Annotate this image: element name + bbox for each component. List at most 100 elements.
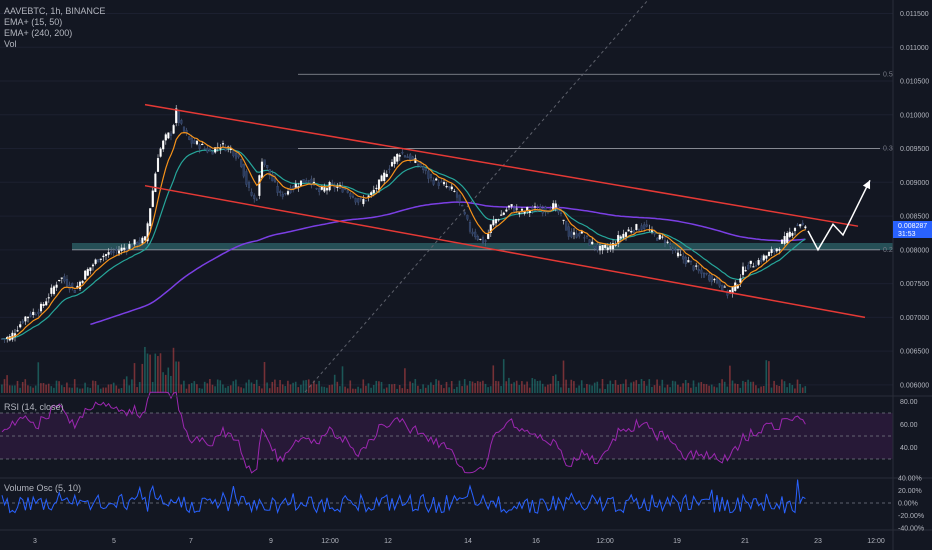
volume-bar — [736, 384, 739, 393]
volume-bar — [47, 383, 50, 393]
candle — [99, 258, 102, 260]
volume-bar — [159, 353, 162, 393]
candle — [489, 224, 492, 234]
volume-osc-title[interactable]: Volume Osc (5, 10) — [4, 483, 82, 493]
volume-bar — [3, 379, 6, 393]
candle — [770, 249, 773, 254]
candle — [312, 181, 316, 183]
candle — [455, 192, 459, 198]
volume-bar — [151, 381, 154, 393]
last-price-tag — [893, 221, 932, 238]
volume-bar — [346, 388, 349, 393]
volume-bar — [196, 384, 198, 393]
ema-fast-legend[interactable]: EMA+ (15, 50) — [4, 17, 63, 27]
time-tick: 12:00 — [596, 538, 614, 545]
candle — [780, 239, 784, 244]
volume-bar — [224, 387, 227, 393]
volume-bar — [544, 386, 547, 393]
candle — [364, 200, 368, 202]
volume-bar — [471, 381, 474, 393]
time-tick: 9 — [269, 538, 273, 545]
candle — [692, 265, 695, 271]
volume-bar — [359, 388, 362, 393]
candle — [788, 231, 791, 237]
volume-bar — [190, 383, 193, 393]
candle — [336, 186, 339, 189]
candle — [606, 247, 609, 250]
volume-bar — [653, 385, 656, 393]
candle — [700, 269, 703, 274]
volume-bar — [432, 385, 435, 393]
volume-bar — [14, 385, 16, 393]
volume-bar — [240, 387, 242, 393]
candle — [554, 203, 557, 208]
candle — [762, 255, 765, 261]
volume-bar — [201, 388, 203, 393]
volume-bar — [484, 383, 487, 393]
volume-bar — [365, 385, 367, 393]
ema-slow-line — [90, 201, 806, 326]
volume-bar — [557, 380, 560, 393]
rsi-title[interactable]: RSI (14, close) — [4, 402, 64, 412]
volume-bar — [125, 376, 128, 393]
symbol-title[interactable]: AAVEBTC, 1h, BINANCE — [4, 6, 106, 16]
volume-bar — [583, 387, 586, 393]
candle — [276, 186, 279, 193]
volume-bar — [531, 378, 534, 393]
volume-bar — [601, 379, 604, 393]
volume-bar — [261, 388, 263, 393]
candle — [572, 232, 576, 235]
candle — [141, 237, 144, 244]
price-axis[interactable]: 0.011500 0.011000 0.010500 0.010000 0.009500… — [900, 11, 929, 389]
volume-bar — [591, 385, 593, 393]
volume-bar — [487, 387, 489, 393]
volume-bar — [580, 380, 583, 393]
time-axis[interactable]: 3 5 7 9 12:00 12 14 16 12:00 19 21 23 12:00 — [33, 538, 885, 545]
candle — [666, 241, 669, 243]
volume-bar — [357, 386, 359, 393]
fib-levels: 0.5 0.3 0.2 — [72, 71, 893, 254]
volume-bar — [297, 387, 300, 393]
volume-bar — [549, 383, 552, 393]
candle — [289, 187, 292, 193]
volume-bar — [625, 379, 627, 393]
volume-bar — [679, 386, 682, 393]
volume-bar — [318, 380, 320, 393]
volume-bar — [539, 380, 541, 393]
candle — [47, 297, 50, 299]
candle — [611, 243, 615, 250]
candle — [474, 231, 477, 238]
candle — [206, 148, 209, 153]
projection-path[interactable] — [807, 179, 871, 252]
volume-bar — [755, 385, 757, 393]
candle — [125, 248, 128, 251]
channel-upper-line[interactable] — [144, 103, 859, 227]
volume-bar — [521, 381, 523, 393]
volume-legend[interactable]: Vol — [4, 39, 17, 49]
volume-bar — [274, 379, 276, 393]
candle — [627, 229, 630, 232]
volume-bar — [99, 388, 102, 393]
volume-bar — [422, 384, 424, 393]
candle — [188, 136, 191, 140]
channel-lower-line[interactable] — [144, 184, 866, 319]
candle — [559, 212, 563, 214]
volume-bar — [630, 382, 632, 393]
volume-bar — [331, 384, 333, 393]
volume-bar — [427, 385, 430, 393]
candle — [172, 125, 175, 134]
volume-bar — [466, 385, 469, 393]
rsi-axis: 80.00 60.00 40.00 — [900, 399, 918, 452]
volume-bar — [606, 384, 609, 393]
candle — [513, 208, 516, 212]
candle — [708, 274, 711, 281]
candle — [411, 156, 414, 160]
volume-bar — [393, 383, 396, 393]
ema-mid-line — [2, 148, 806, 340]
osc-tick: 40.00% — [898, 476, 922, 483]
volume-bar — [380, 381, 383, 393]
ema-slow-legend[interactable]: EMA+ (240, 200) — [4, 28, 73, 38]
volume-bar — [778, 386, 781, 393]
candle — [299, 180, 303, 187]
